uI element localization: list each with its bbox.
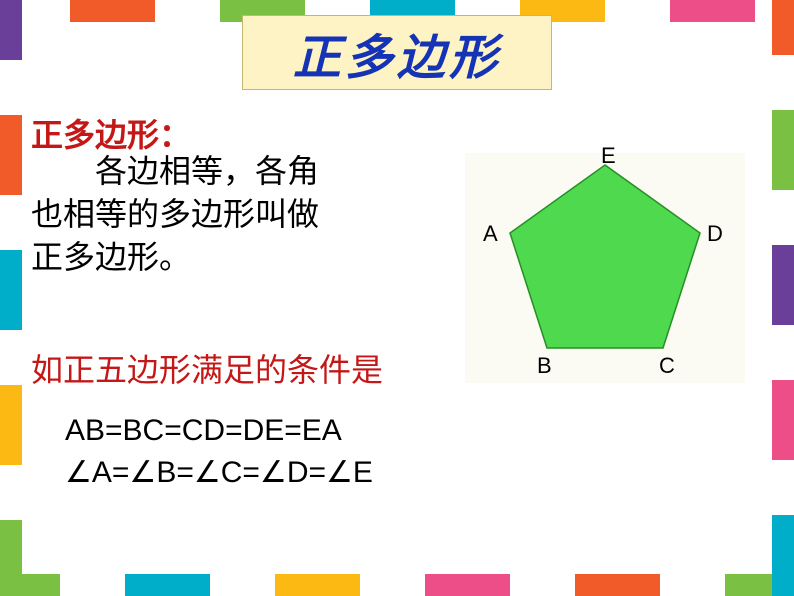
- equation-angles: ∠A=∠B=∠C=∠D=∠E: [65, 456, 373, 489]
- vertex-label-e: E: [601, 143, 616, 169]
- slide-title: 正多边形: [293, 18, 501, 88]
- definition-body: 各边相等，各角 也相等的多边形叫做 正多边形。: [31, 150, 401, 280]
- equations-block: AB=BC=CD=DE=EA ∠A=∠B=∠C=∠D=∠E: [65, 410, 373, 494]
- def-line1: 各边相等，各角: [95, 153, 319, 189]
- vertex-label-d: D: [707, 221, 723, 247]
- vertex-label-b: B: [537, 353, 552, 379]
- def-line2: 也相等的多边形叫做: [31, 196, 319, 232]
- vertex-label-c: C: [659, 353, 675, 379]
- equation-sides: AB=BC=CD=DE=EA: [65, 414, 342, 447]
- example-intro: 如正五边形满足的条件是: [31, 345, 383, 391]
- pentagon-shape: [510, 165, 700, 348]
- def-line3: 正多边形。: [31, 239, 191, 275]
- pentagon-svg: [465, 153, 745, 383]
- title-banner: 正多边形: [242, 15, 552, 90]
- pentagon-diagram: E D C B A: [465, 153, 745, 383]
- vertex-label-a: A: [483, 221, 498, 247]
- slide-content: 正多边形 正多边形： 各边相等，各角 也相等的多边形叫做 正多边形。 如正五边形…: [25, 25, 769, 571]
